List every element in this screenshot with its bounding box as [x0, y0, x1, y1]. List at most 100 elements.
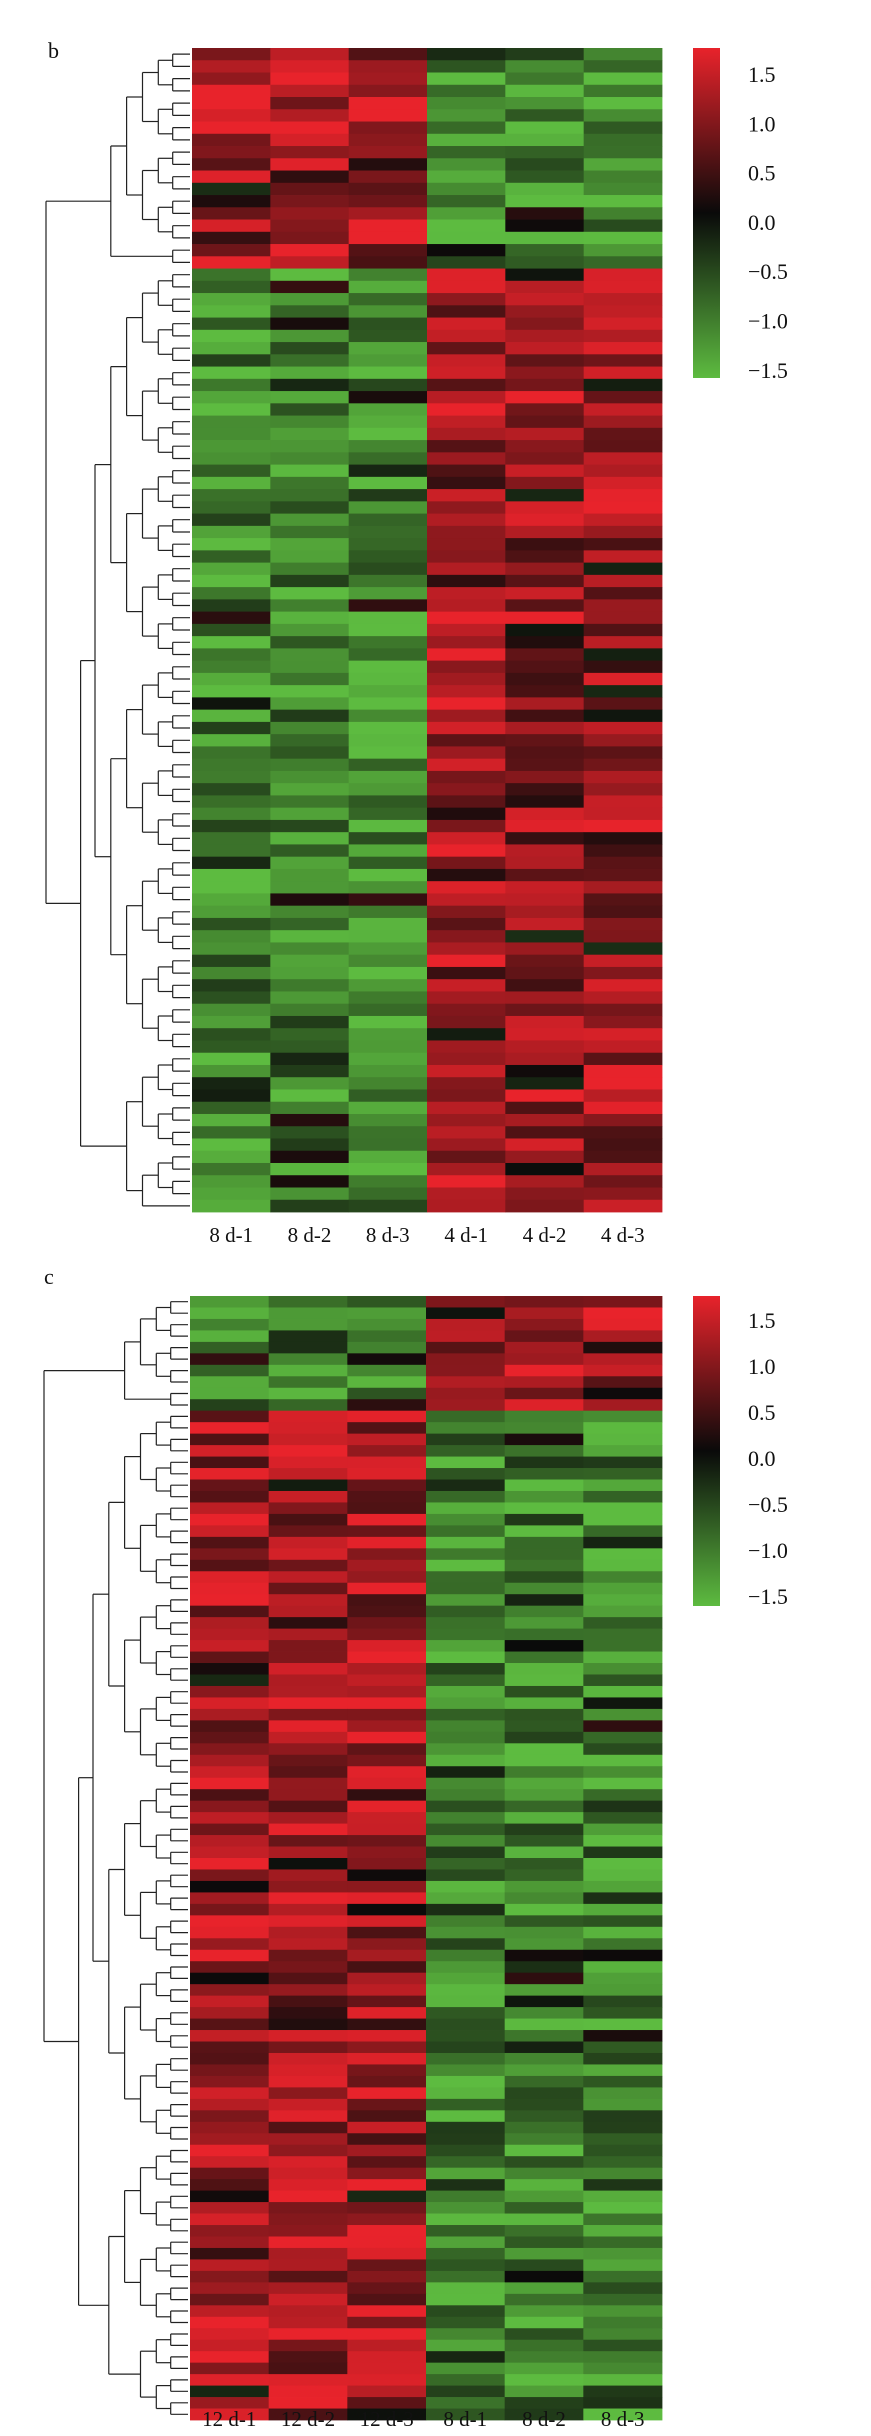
heatmap-cell	[505, 1089, 585, 1103]
heatmap-cell	[270, 84, 350, 98]
heatmap-cell	[270, 758, 350, 772]
heatmap-cell	[583, 256, 663, 269]
heatmap-cell	[190, 1594, 270, 1607]
heatmap-cell	[190, 2339, 270, 2352]
heatmap-cell	[190, 2121, 270, 2134]
heatmap-cell	[427, 391, 506, 404]
heatmap-cell	[427, 440, 506, 453]
heatmap-cell	[268, 1708, 348, 1721]
heatmap-cell	[427, 342, 506, 355]
heatmap-cell	[427, 1138, 506, 1152]
heatmap-cell	[427, 832, 506, 845]
heatmap-cell	[504, 2282, 584, 2295]
heatmap-cell	[190, 1685, 270, 1698]
heatmap-cell	[426, 2030, 506, 2042]
heatmap-cell	[427, 881, 506, 894]
heatmap-cell	[268, 2247, 348, 2260]
heatmap-cell	[504, 1582, 584, 1595]
heatmap-cell	[583, 1199, 663, 1213]
heatmap-cell	[348, 1150, 428, 1164]
heatmap-cell	[192, 1003, 271, 1017]
heatmap-cell	[190, 1468, 270, 1480]
heatmap-cell	[583, 1628, 663, 1641]
heatmap-cell	[347, 1869, 427, 1882]
heatmap-cell	[268, 1926, 348, 1939]
heatmap-cell	[270, 354, 350, 367]
heatmap-cell	[583, 1187, 663, 1201]
heatmap-cell	[427, 672, 506, 686]
heatmap-cell	[426, 2202, 506, 2214]
heatmap-cell	[426, 1880, 506, 1893]
heatmap-cell	[583, 109, 663, 122]
heatmap-cell	[426, 1663, 506, 1675]
heatmap-cell	[348, 672, 428, 686]
heatmap-cell	[504, 1353, 584, 1366]
heatmap-cell	[190, 2259, 270, 2272]
heatmap-cell	[504, 1858, 584, 1870]
heatmap-cell	[504, 2397, 584, 2409]
heatmap-cell	[268, 2305, 348, 2318]
heatmap-cell	[426, 1697, 506, 1710]
heatmap-cell	[583, 2328, 663, 2341]
heatmap-cell	[583, 2087, 663, 2100]
heatmap-cell	[583, 84, 663, 98]
heatmap-cell	[427, 587, 506, 600]
heatmap-cell	[270, 427, 350, 441]
heatmap-cell	[192, 611, 271, 625]
heatmap-cell	[347, 1341, 427, 1354]
heatmap-cell	[426, 1387, 506, 1400]
heatmap-cell	[426, 1364, 506, 1377]
heatmap-cell	[583, 1548, 663, 1561]
heatmap-cell	[583, 440, 663, 453]
heatmap-cell	[270, 979, 350, 992]
heatmap-cell	[504, 1915, 584, 1928]
heatmap-cell	[192, 452, 271, 465]
heatmap-cell	[270, 219, 350, 233]
heatmap-cell	[583, 1789, 663, 1802]
heatmap-cell	[583, 930, 663, 943]
heatmap-cell	[347, 1995, 427, 2008]
heatmap-cell	[583, 427, 663, 441]
heatmap-cell	[192, 819, 271, 833]
heatmap-cell	[190, 1582, 270, 1595]
heatmap-cell	[427, 685, 506, 698]
heatmap-cell	[504, 2339, 584, 2352]
heatmap-cell	[347, 1387, 427, 1400]
heatmap-cell	[505, 427, 585, 441]
heatmap-cell	[192, 489, 271, 502]
heatmap-cell	[268, 2351, 348, 2364]
heatmap-cell	[190, 1926, 270, 1939]
heatmap-cell	[268, 1502, 348, 1515]
heatmap-cell	[190, 2007, 270, 2019]
heatmap-cell	[583, 1490, 663, 1503]
heatmap-cell	[348, 133, 428, 147]
heatmap-cell	[505, 819, 585, 833]
heatmap-cell	[426, 1594, 506, 1607]
heatmap-cell	[427, 942, 506, 956]
heatmap-cell	[348, 1064, 428, 1078]
heatmap-cell	[268, 1777, 348, 1790]
heatmap-cell	[347, 2087, 427, 2100]
heatmap-cell	[505, 954, 585, 968]
heatmap-cell	[268, 1961, 348, 1974]
heatmap-cell	[427, 366, 506, 380]
heatmap-cell	[190, 1766, 270, 1779]
heatmap-cell	[268, 1640, 348, 1652]
panel-c-colorbar	[693, 1296, 720, 1606]
heatmap-cell	[583, 1162, 663, 1176]
heatmap-cell	[190, 2247, 270, 2260]
heatmap-cell	[268, 1823, 348, 1836]
heatmap-cell	[347, 2190, 427, 2203]
heatmap-cell	[268, 1651, 348, 1664]
heatmap-cell	[190, 1410, 270, 1423]
heatmap-cell	[504, 1376, 584, 1389]
heatmap-cell	[505, 1064, 585, 1078]
heatmap-cell	[268, 1880, 348, 1893]
heatmap-cell	[504, 1674, 584, 1687]
heatmap-cell	[347, 2225, 427, 2237]
heatmap-cell	[583, 1318, 663, 1331]
heatmap-cell	[347, 1479, 427, 1492]
heatmap-cell	[347, 1743, 427, 1756]
heatmap-cell	[505, 195, 585, 208]
heatmap-cell	[192, 770, 271, 784]
